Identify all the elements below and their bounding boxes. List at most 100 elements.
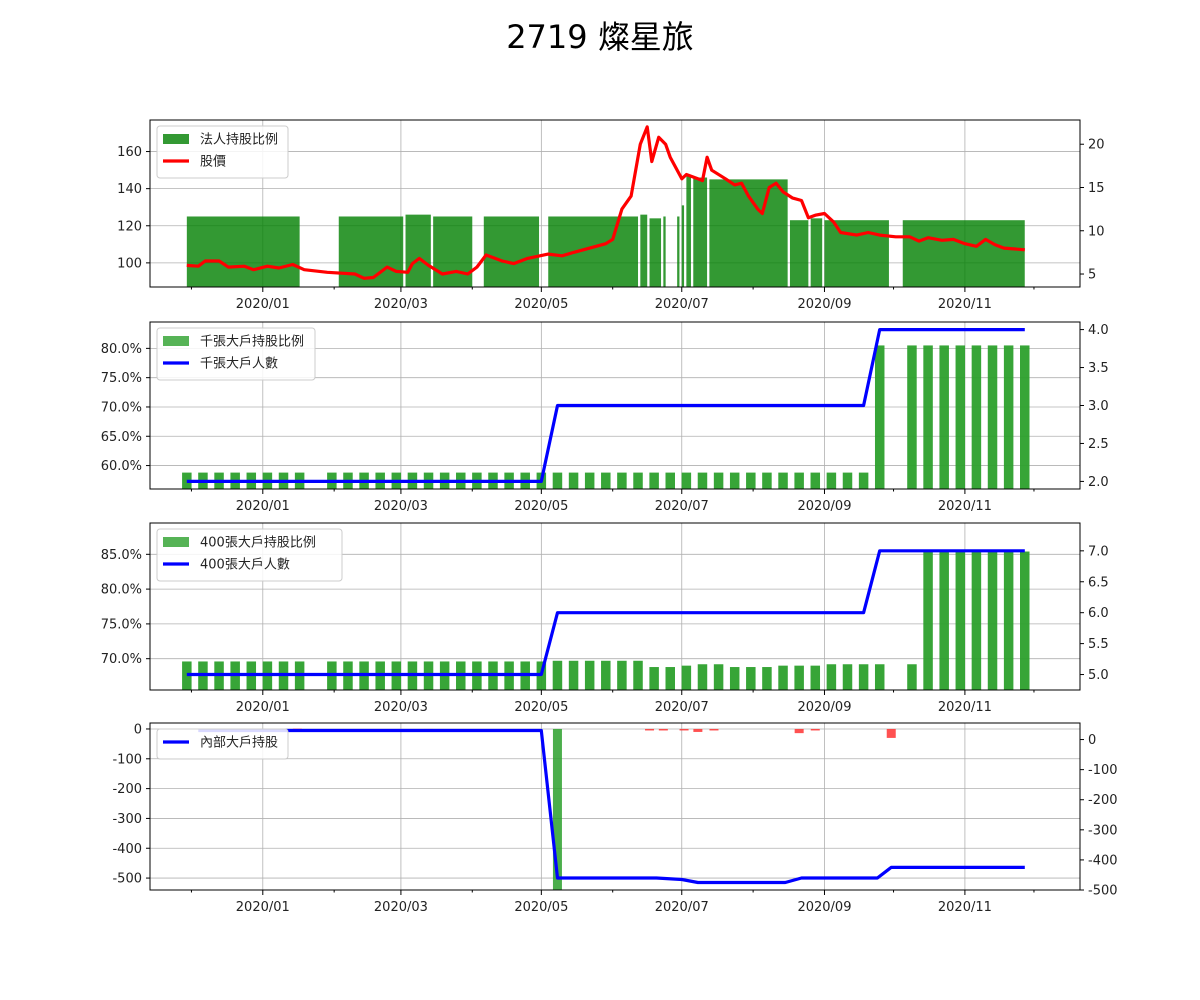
bar-holding-ratio [955,551,966,690]
bar-holding-ratio [713,664,724,690]
right-tick-label: 5.5 [1088,637,1109,652]
x-tick-label: 2020/01 [236,297,290,312]
bar-holding-ratio [649,667,659,690]
legend: 內部大戶持股 [156,728,289,760]
bar-insider-change [645,728,655,731]
left-tick-label: -100 [112,752,142,767]
x-tick-label: 2020/03 [374,297,428,312]
bar-institutional-holding [483,216,540,287]
bar-institutional-holding [693,177,708,287]
left-tick-label: 70.0% [101,652,142,667]
legend-box [156,125,289,179]
line-price [186,125,1025,280]
bar-holding-ratio [601,472,611,489]
bar-holding-ratio [713,472,724,489]
legend-box [156,528,343,582]
legend-label: 400張大戶持股比例 [200,536,316,551]
left-tick-label: 100 [117,256,142,271]
bar-holding-ratio [617,660,627,690]
panel-1: 100 120 140 160 5 10 15 20 2020/01 2020/03 2020/05… [117,119,1105,312]
bar-institutional-holding [824,220,889,287]
axes-frame [149,722,1081,891]
lines [186,549,1025,677]
bar-holding-ratio [810,665,821,690]
right-tick-label: 7.0 [1088,544,1109,559]
right-tick-label: 3.0 [1088,399,1109,414]
bar-holding-ratio [778,665,788,690]
bar-holding-ratio [729,667,740,690]
bar-holding-ratio [649,472,659,489]
bar-holding-ratio [665,667,675,690]
left-tick-label: 160 [117,145,142,160]
right-tick-label: -200 [1088,793,1118,808]
right-tick-label: -100 [1088,763,1118,778]
bar-holding-ratio [601,660,611,690]
bar-holding-ratio [697,472,708,489]
legend-label: 內部大戶持股 [200,736,278,751]
legend-box [156,728,289,760]
x-tick-label: 2020/03 [374,499,428,514]
lines [186,328,1025,483]
right-tick-label: 6.5 [1088,575,1109,590]
bar-holding-ratio [584,660,595,690]
left-tick-label: 0 [134,722,142,737]
left-tick-label: 75.0% [101,371,142,386]
bar-holding-ratio [971,551,982,690]
bar-holding-ratio [1003,551,1014,690]
x-tick-label: 2020/05 [514,900,568,915]
legend-label: 千張大戶持股比例 [200,335,304,350]
bar-holding-ratio [552,472,563,489]
bar-institutional-holding [548,216,639,287]
bar-holding-ratio [746,667,756,690]
right-tick-label: 2.0 [1088,475,1109,490]
x-tick-label: 2020/09 [797,900,851,915]
lines [198,728,1025,885]
right-tick-label: 5.0 [1088,668,1109,683]
legend-label: 股價 [200,155,226,170]
x-tick-label: 2020/11 [938,900,992,915]
bar-holding-ratio [826,664,837,690]
x-tick-label: 2020/11 [938,700,992,715]
right-tick-label: -300 [1088,823,1118,838]
bar-institutional-holding [640,214,648,287]
x-tick-label: 2020/09 [797,499,851,514]
bar-holding-ratio [987,345,998,489]
left-tick-label: 60.0% [101,459,142,474]
x-tick-label: 2020/07 [655,900,709,915]
left-tick-label: 140 [117,182,142,197]
bar-holding-ratio [842,664,853,690]
bar-holding-ratio [939,345,949,489]
bar-holding-ratio [762,472,772,489]
bars [292,728,896,890]
right-tick-label: -400 [1088,853,1118,868]
bar-institutional-holding [789,220,809,287]
bar-institutional-holding [902,220,1025,287]
bar-institutional-holding [677,216,680,287]
bar-holding-ratio [552,660,563,690]
panel-3: 70.0% 75.0% 80.0% 85.0% 5.0 5.5 6.0 6.5 7.0 2020/… [101,522,1109,715]
right-tick-label: 5 [1088,268,1096,283]
bar-holding-ratio [633,472,643,489]
bar-holding-ratio [681,472,692,489]
bar-insider-change [693,728,703,732]
panel-2: 60.0% 65.0% 70.0% 75.0% 80.0% 2.0 2.5 3.0 3.5 4.0… [101,321,1109,514]
bar-holding-ratio [874,664,885,690]
bar-holding-ratio [1020,345,1030,489]
bar-holding-ratio [697,664,708,690]
bar-insider-change [552,728,562,890]
bar-holding-ratio [907,345,917,489]
bar-institutional-holding [649,218,662,287]
right-tick-label: 0 [1088,733,1096,748]
bar-insider-change [886,728,896,738]
bar-holding-ratio [617,472,627,489]
line-holder-count [186,549,1025,677]
x-tick-label: 2020/09 [797,297,851,312]
bar-holding-ratio [874,345,885,489]
x-tick-label: 2020/01 [236,900,290,915]
bar-holding-ratio [729,472,740,489]
right-tick-label: 10 [1088,224,1105,239]
bar-holding-ratio [955,345,966,489]
axes-frame [149,522,1081,691]
left-tick-label: 80.0% [101,342,142,357]
